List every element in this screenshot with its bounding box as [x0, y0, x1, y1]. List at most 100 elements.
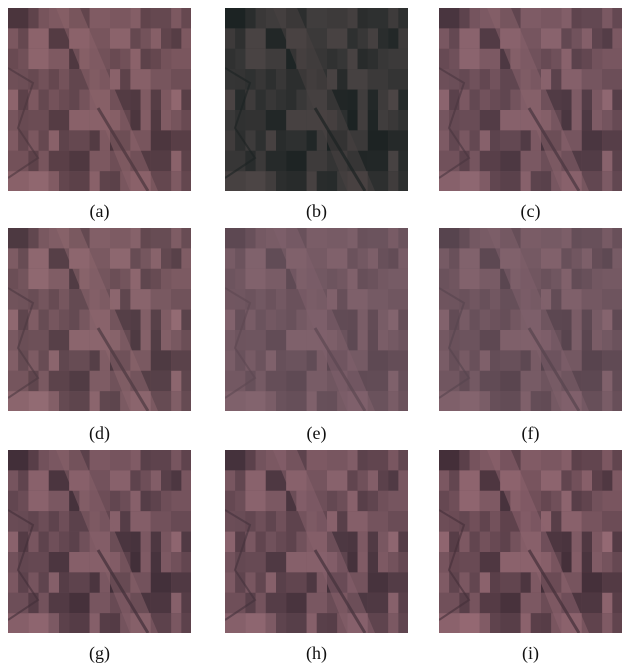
field — [561, 49, 571, 69]
field — [358, 248, 368, 268]
field — [307, 228, 327, 248]
field — [572, 269, 582, 289]
field — [480, 371, 500, 391]
caption: (a) — [8, 201, 191, 222]
field — [561, 470, 571, 490]
field — [612, 470, 622, 490]
field — [49, 69, 59, 89]
field — [439, 110, 449, 130]
field — [500, 310, 510, 330]
field — [490, 90, 500, 110]
field — [245, 228, 255, 248]
field — [59, 289, 69, 309]
field — [8, 28, 18, 48]
field — [347, 248, 357, 268]
field — [110, 8, 130, 28]
field — [8, 8, 28, 28]
field — [561, 248, 571, 268]
field — [90, 8, 110, 28]
caption: (f) — [439, 423, 622, 444]
field — [490, 350, 500, 370]
field — [358, 491, 368, 511]
field — [439, 470, 449, 490]
field — [480, 391, 490, 411]
field — [8, 228, 28, 248]
field — [388, 110, 398, 130]
field — [358, 8, 368, 28]
field — [572, 330, 582, 350]
field — [120, 269, 130, 289]
field — [398, 8, 408, 28]
field — [470, 151, 480, 171]
field — [612, 110, 622, 130]
field — [388, 330, 398, 350]
field — [225, 8, 245, 28]
field — [100, 391, 110, 411]
field — [572, 28, 582, 48]
field — [439, 371, 459, 391]
field — [480, 289, 490, 309]
field — [59, 511, 69, 531]
field — [266, 330, 286, 350]
field — [317, 391, 327, 411]
field — [130, 532, 140, 552]
field — [388, 151, 398, 171]
field — [181, 613, 191, 633]
field — [256, 593, 266, 613]
field — [388, 130, 408, 150]
field — [398, 613, 408, 633]
field — [59, 350, 69, 370]
field — [245, 171, 265, 191]
field — [602, 391, 612, 411]
field — [592, 110, 602, 130]
field — [225, 350, 235, 370]
field — [8, 350, 18, 370]
field — [266, 130, 276, 150]
field — [28, 8, 38, 28]
field — [79, 532, 89, 552]
field — [592, 532, 602, 552]
field — [266, 613, 276, 633]
caption: (g) — [8, 643, 191, 664]
field — [439, 572, 449, 592]
field — [582, 593, 602, 613]
field — [561, 8, 571, 28]
field — [531, 171, 541, 191]
field — [480, 330, 500, 350]
field — [439, 491, 449, 511]
field — [171, 310, 181, 330]
field — [358, 552, 368, 572]
field — [225, 371, 245, 391]
field — [225, 572, 235, 592]
field — [388, 310, 398, 330]
field — [151, 593, 171, 613]
field — [572, 248, 582, 268]
field — [256, 310, 266, 330]
field — [388, 572, 408, 592]
field — [459, 613, 479, 633]
field — [439, 450, 459, 470]
field — [266, 371, 286, 391]
field — [110, 49, 120, 69]
field — [388, 552, 398, 572]
field — [256, 371, 266, 391]
field — [582, 330, 592, 350]
field — [39, 532, 49, 552]
field — [459, 49, 479, 69]
field — [368, 49, 378, 69]
field — [59, 310, 69, 330]
field — [612, 151, 622, 171]
field — [612, 371, 622, 391]
field — [572, 49, 582, 69]
field — [181, 248, 191, 268]
field — [612, 552, 622, 572]
field — [225, 171, 245, 191]
field — [541, 269, 551, 289]
field — [398, 310, 408, 330]
field — [541, 391, 551, 411]
field — [439, 552, 449, 572]
field — [612, 593, 622, 613]
field — [388, 90, 398, 110]
field — [439, 130, 449, 150]
field — [572, 228, 582, 248]
